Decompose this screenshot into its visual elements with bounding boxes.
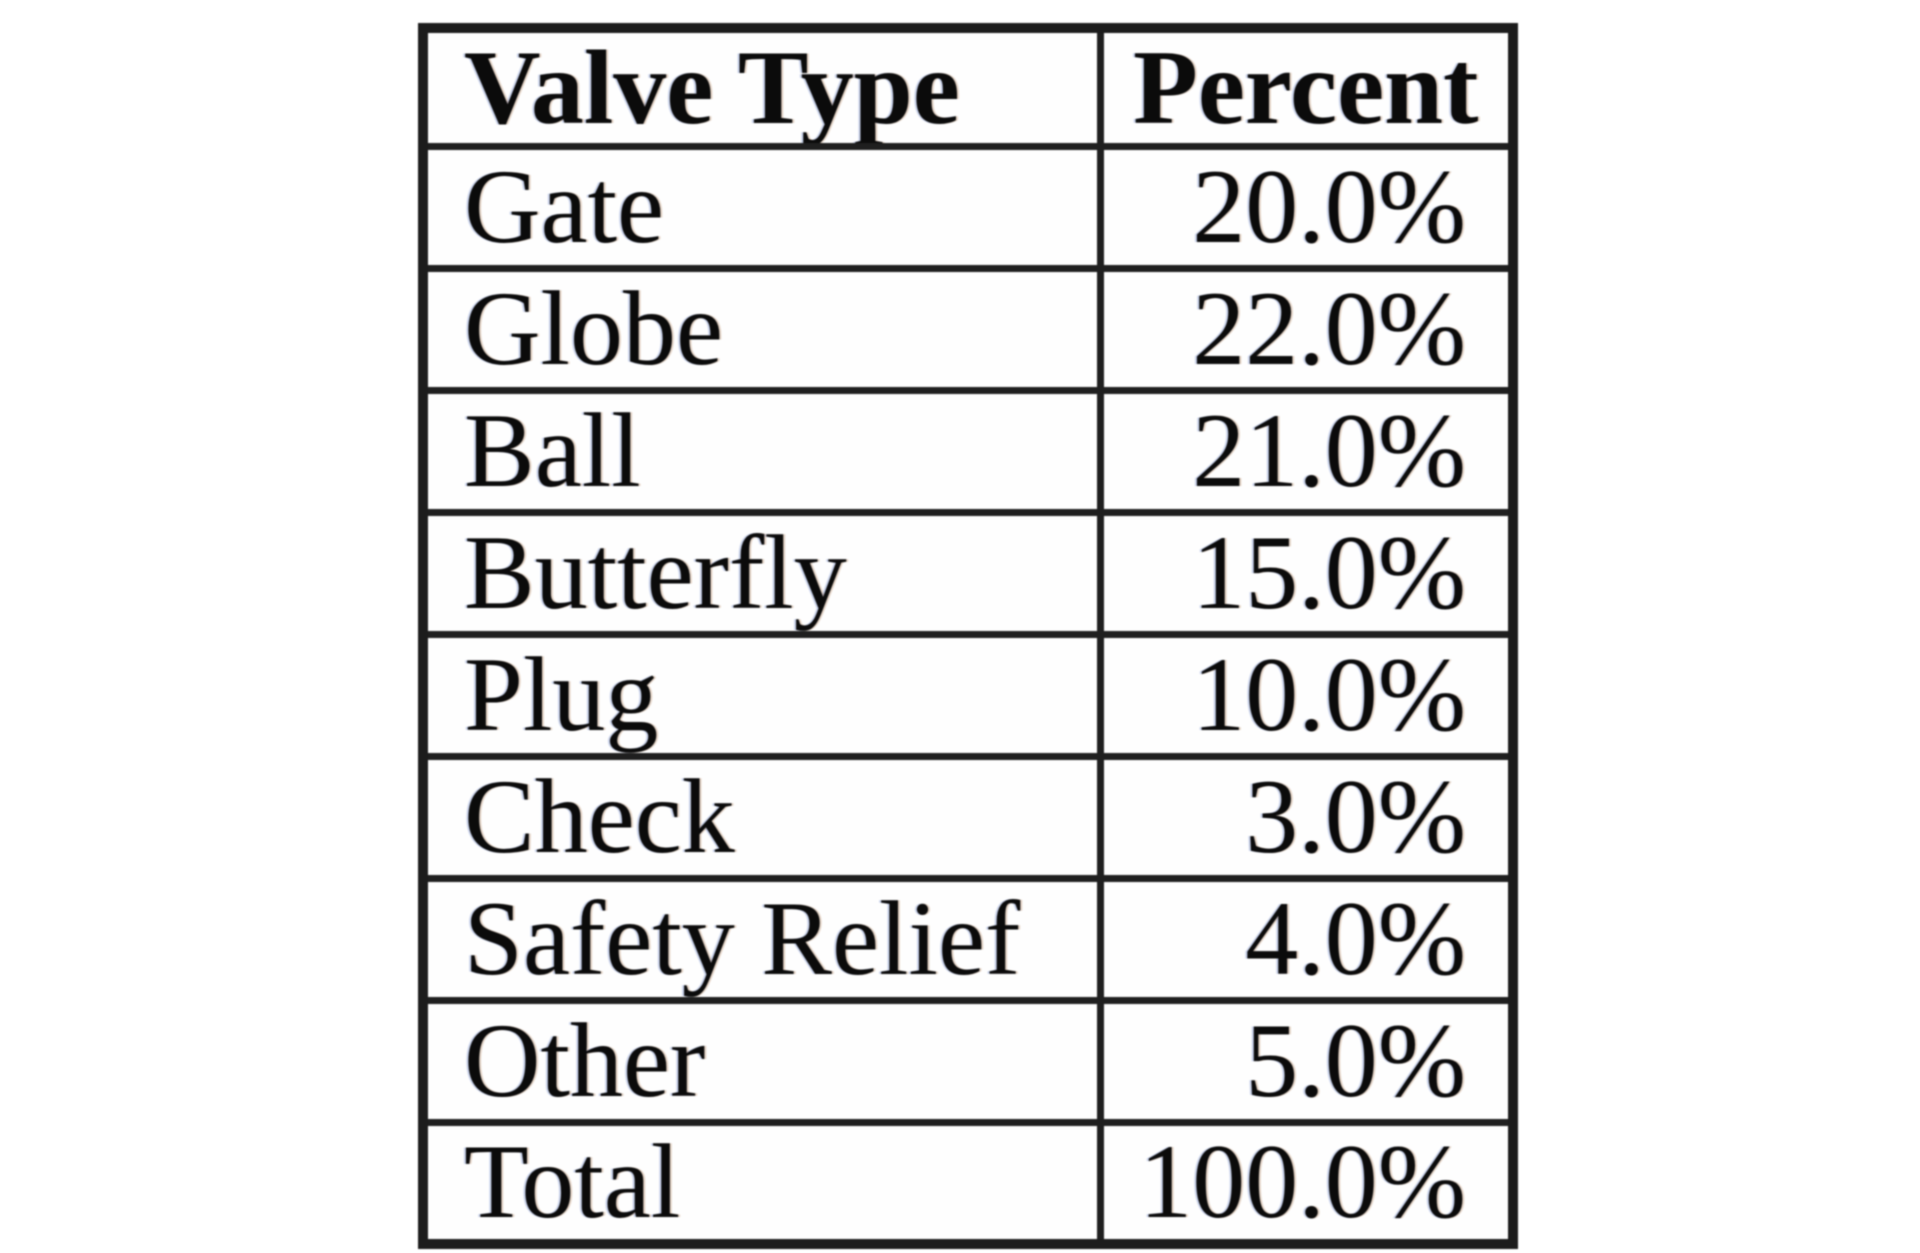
column-header-valve-type: Valve Type <box>419 24 1104 150</box>
percent-cell: 20.0% <box>1096 142 1517 272</box>
table-row: Total 100.0% <box>419 1118 1517 1248</box>
column-header-percent: Percent <box>1096 24 1517 150</box>
percent-cell: 5.0% <box>1096 996 1517 1126</box>
valve-type-cell: Globe <box>419 264 1104 394</box>
table-row: Gate 20.0% <box>419 142 1517 272</box>
table-row: Plug 10.0% <box>419 630 1517 760</box>
valve-type-cell: Plug <box>419 630 1104 760</box>
percent-cell: 100.0% <box>1096 1118 1517 1248</box>
table-row: Safety Relief 4.0% <box>419 874 1517 1004</box>
percent-cell: 21.0% <box>1096 386 1517 516</box>
valve-type-cell: Ball <box>419 386 1104 516</box>
table-row: Ball 21.0% <box>419 386 1517 516</box>
valve-type-cell: Total <box>419 1118 1104 1248</box>
percent-cell: 22.0% <box>1096 264 1517 394</box>
table-row: Check 3.0% <box>419 752 1517 882</box>
table-row: Other 5.0% <box>419 996 1517 1126</box>
percent-cell: 15.0% <box>1096 508 1517 638</box>
table-header-row: Valve Type Percent <box>419 24 1517 150</box>
table-row: Globe 22.0% <box>419 264 1517 394</box>
valve-type-cell: Butterfly <box>419 508 1104 638</box>
percent-cell: 3.0% <box>1096 752 1517 882</box>
valve-type-cell: Gate <box>419 142 1104 272</box>
valve-type-cell: Other <box>419 996 1104 1126</box>
percent-cell: 10.0% <box>1096 630 1517 760</box>
valve-type-cell: Check <box>419 752 1104 882</box>
percent-cell: 4.0% <box>1096 874 1517 1004</box>
table-row: Butterfly 15.0% <box>419 508 1517 638</box>
valve-type-cell: Safety Relief <box>419 874 1104 1004</box>
valve-percent-table: Valve Type Percent Gate 20.0% Globe 22.0… <box>418 23 1518 1249</box>
